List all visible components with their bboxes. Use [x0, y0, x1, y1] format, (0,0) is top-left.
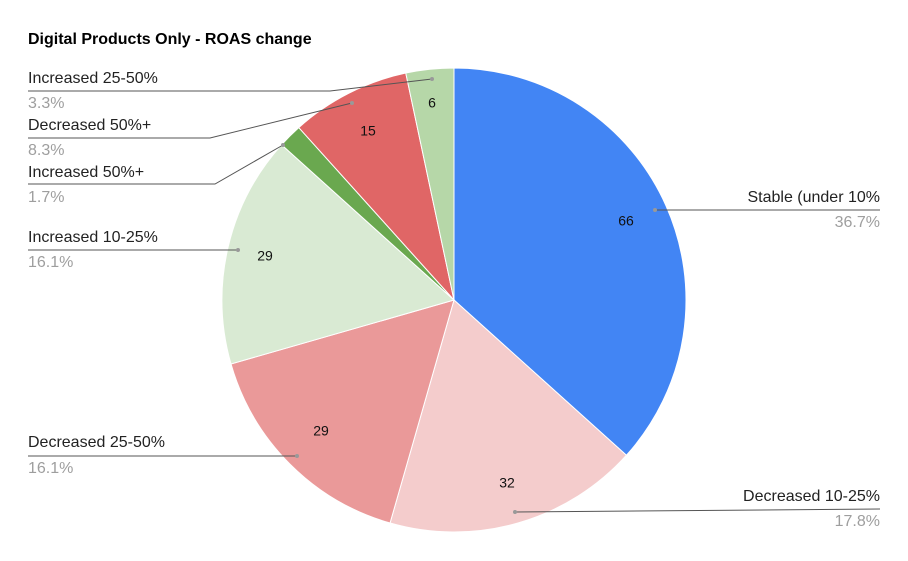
leader-dot — [350, 101, 354, 105]
pie-slice — [389, 299, 628, 533]
leader-dot — [236, 248, 240, 252]
value-label: 15 — [360, 123, 376, 139]
value-label: 32 — [499, 475, 515, 491]
value-label: 29 — [257, 248, 273, 264]
pie-slice — [221, 144, 456, 365]
pie-slice — [405, 67, 455, 301]
slice-percent: 8.3% — [28, 142, 64, 159]
slice-percent: 1.7% — [28, 189, 64, 206]
slice-name: Decreased 10-25% — [743, 488, 880, 505]
slice-percent: 36.7% — [835, 214, 880, 231]
leader-dot — [513, 510, 517, 514]
leader-line — [514, 508, 881, 513]
value-label: 66 — [618, 213, 634, 229]
leader-line — [28, 78, 433, 92]
leader-dot — [653, 208, 657, 212]
slice-name: Stable (under 10% — [747, 189, 880, 206]
pie-slice — [230, 299, 455, 524]
slice-percent: 16.1% — [28, 460, 73, 477]
leader-line — [28, 144, 284, 185]
leader-dot — [430, 77, 434, 81]
value-label: 6 — [428, 95, 436, 111]
value-label: 29 — [313, 423, 329, 439]
slice-name: Decreased 50%+ — [28, 117, 151, 134]
slice-percent: 17.8% — [835, 513, 880, 530]
pie-slice — [298, 72, 455, 302]
slice-name: Decreased 25-50% — [28, 434, 165, 451]
slice-name: Increased 10-25% — [28, 229, 158, 246]
slice-percent: 3.3% — [28, 95, 64, 112]
leader-dot — [281, 143, 285, 147]
chart-title: Digital Products Only - ROAS change — [28, 31, 312, 48]
slice-name: Increased 25-50% — [28, 70, 158, 87]
slice-name: Increased 50%+ — [28, 164, 144, 181]
leader-dot — [295, 454, 299, 458]
slice-percent: 16.1% — [28, 254, 73, 271]
pie-slice — [453, 67, 687, 456]
leader-line — [28, 102, 353, 139]
